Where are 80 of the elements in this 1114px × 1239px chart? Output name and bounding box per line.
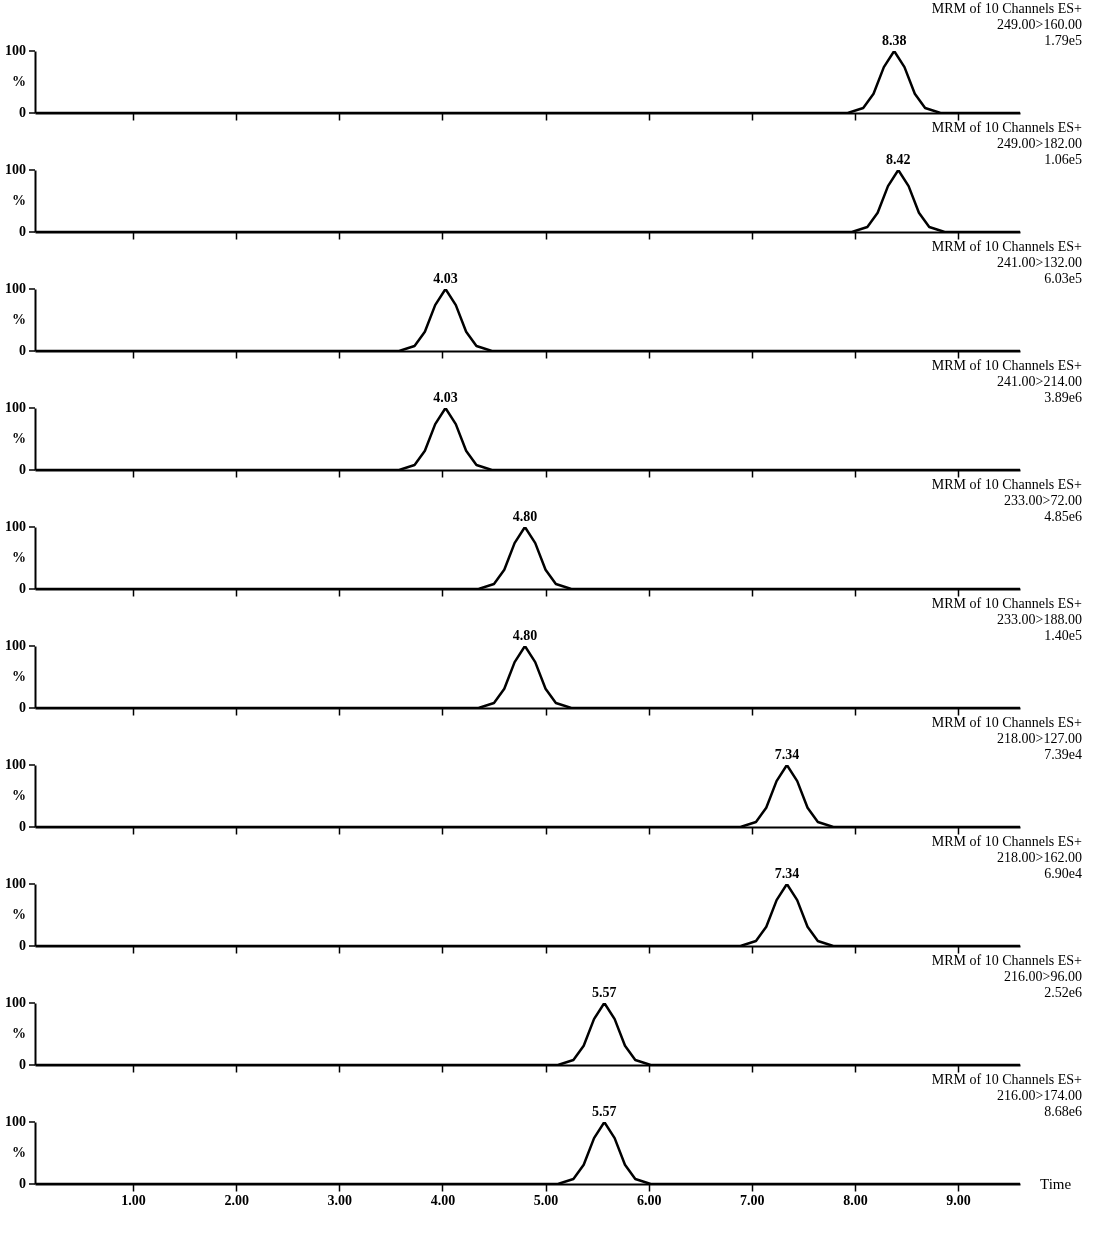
annotation: 4.80	[512, 628, 538, 643]
y-axis-title: %	[12, 1026, 26, 1041]
annotation: 7.34	[774, 866, 800, 881]
y-tick-label: 100	[5, 638, 26, 653]
y-tick-label: 0	[19, 1057, 26, 1072]
y-tick-label: 100	[5, 757, 26, 772]
text: 249.00>160.00	[997, 17, 1082, 32]
text: 241.00>132.00	[997, 255, 1082, 270]
text: 218.00>127.00	[997, 731, 1082, 746]
x-tick-label: 4.00	[430, 1192, 456, 1208]
x-axis-title: Time	[1040, 1176, 1072, 1192]
text: 1.79e5	[1044, 33, 1082, 48]
y-axis-title: %	[12, 669, 26, 684]
y-axis-title: %	[12, 74, 26, 89]
y-tick-label: 0	[19, 938, 26, 953]
annotation: 4.03	[433, 390, 458, 405]
y-tick-label: 0	[19, 343, 26, 358]
text: 4.85e6	[1044, 509, 1082, 524]
x-tick-label: 2.00	[224, 1192, 249, 1208]
x-tick-label: 9.00	[946, 1192, 971, 1208]
y-tick-label: 100	[5, 995, 26, 1010]
y-axis-title: %	[12, 431, 26, 446]
x-tick-label: 6.00	[636, 1192, 662, 1208]
text: 233.00>72.00	[1004, 493, 1082, 508]
x-tick-label: 5.00	[533, 1192, 559, 1208]
y-tick-label: 100	[5, 281, 26, 296]
text: MRM of 10 Channels ES+	[931, 477, 1083, 492]
text: 1.40e5	[1044, 628, 1082, 643]
annotation: 5.57	[592, 1104, 617, 1119]
x-tick-label: 8.00	[843, 1192, 868, 1208]
text: 233.00>188.00	[997, 612, 1082, 627]
y-tick-label: 100	[5, 876, 26, 891]
text: MRM of 10 Channels ES+	[931, 596, 1083, 611]
x-tick-label: 3.00	[327, 1192, 353, 1208]
text: 216.00>96.00	[1004, 969, 1082, 984]
y-tick-label: 0	[19, 462, 26, 477]
text: 7.39e4	[1044, 747, 1082, 762]
text: MRM of 10 Channels ES+	[931, 358, 1083, 373]
text: 1.06e5	[1044, 152, 1082, 167]
y-tick-label: 0	[19, 700, 26, 715]
y-tick-label: 0	[19, 819, 26, 834]
annotation: 4.80	[512, 509, 538, 524]
text: 6.90e4	[1044, 866, 1082, 881]
text: 6.03e5	[1044, 271, 1082, 286]
annotation: 8.38	[881, 33, 907, 48]
annotation: 4.03	[433, 271, 458, 286]
y-tick-label: 0	[19, 105, 26, 120]
y-tick-label: 100	[5, 400, 26, 415]
text: 249.00>182.00	[997, 136, 1082, 151]
y-axis-title: %	[12, 193, 26, 208]
y-axis-title: %	[12, 550, 26, 565]
text: 8.68e6	[1044, 1104, 1082, 1119]
y-tick-label: 0	[19, 581, 26, 596]
y-axis-title: %	[12, 788, 26, 803]
y-axis-title: %	[12, 907, 26, 922]
x-tick-label: 1.00	[121, 1192, 146, 1208]
text: MRM of 10 Channels ES+	[931, 239, 1083, 254]
annotation: 7.34	[774, 747, 800, 762]
text: MRM of 10 Channels ES+	[931, 1, 1083, 16]
y-tick-label: 100	[5, 1114, 26, 1129]
annotation: 8.42	[886, 152, 911, 167]
text: MRM of 10 Channels ES+	[931, 1072, 1083, 1087]
text: 218.00>162.00	[997, 850, 1082, 865]
annotation: 5.57	[592, 985, 617, 1000]
text: MRM of 10 Channels ES+	[931, 715, 1083, 730]
text: 2.52e6	[1044, 985, 1082, 1000]
text: MRM of 10 Channels ES+	[931, 120, 1083, 135]
y-tick-label: 0	[19, 1176, 26, 1191]
text: MRM of 10 Channels ES+	[931, 834, 1083, 849]
text: 3.89e6	[1044, 390, 1082, 405]
x-tick-label: 7.00	[740, 1192, 765, 1208]
text: 216.00>174.00	[997, 1088, 1082, 1103]
y-axis-title: %	[12, 1145, 26, 1160]
y-tick-label: 100	[5, 162, 26, 177]
y-axis-title: %	[12, 312, 26, 327]
y-tick-label: 0	[19, 224, 26, 239]
y-tick-label: 100	[5, 519, 26, 534]
text: MRM of 10 Channels ES+	[931, 953, 1083, 968]
text: 241.00>214.00	[997, 374, 1082, 389]
y-tick-label: 100	[5, 43, 26, 58]
